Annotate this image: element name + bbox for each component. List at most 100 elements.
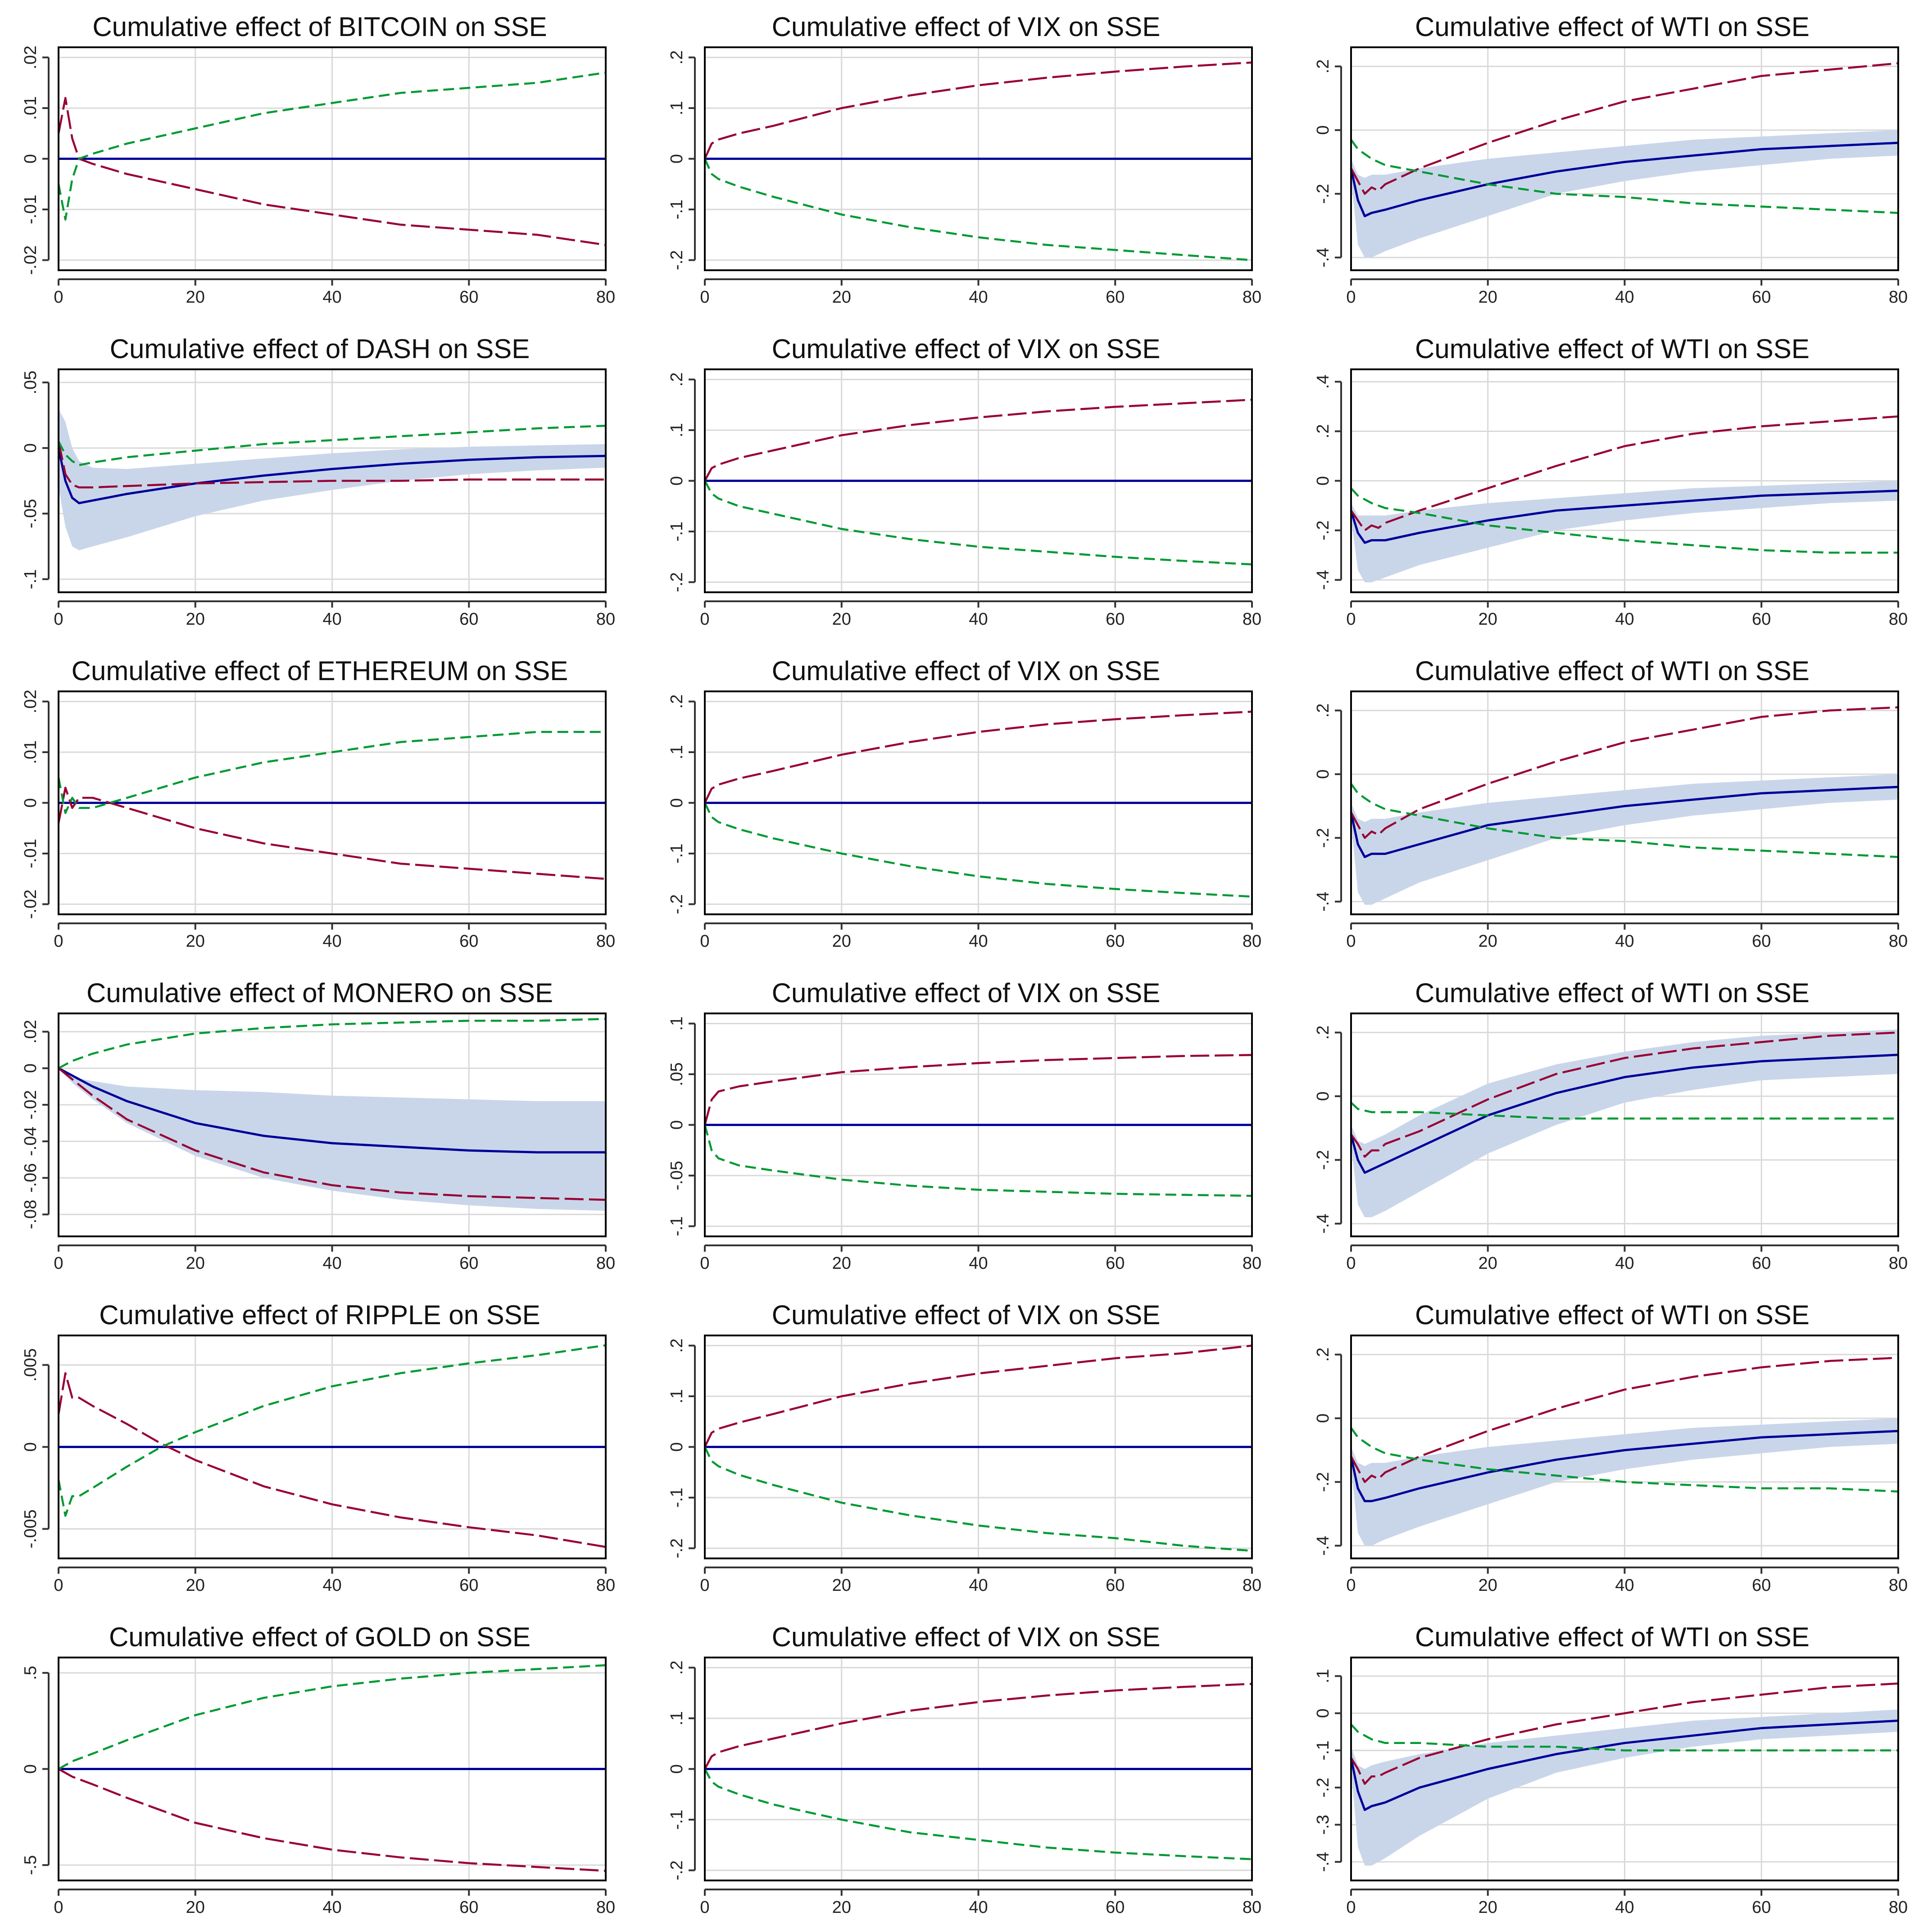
- series-upper-line: [703, 710, 1252, 804]
- y-tick-label: .1: [1314, 1669, 1333, 1683]
- y-tick-label: .02: [21, 690, 40, 713]
- confidence-band: [1351, 774, 1898, 905]
- x-tick-label: 0: [1346, 1576, 1356, 1595]
- chart-svg: 0 20 40 60 80 -.2 -.1 0 .1 .2: [667, 368, 1261, 629]
- x-tick-label: 40: [322, 1254, 341, 1273]
- plot-frame: [58, 1657, 607, 1881]
- y-tick-label: 0: [1314, 476, 1333, 486]
- series-upper-line: [703, 1054, 1252, 1126]
- x-tick-label: 0: [54, 1898, 63, 1917]
- x-tick-label: 60: [1752, 1254, 1771, 1273]
- x-tick-label: 60: [1752, 288, 1771, 307]
- series-upper-line: [58, 1768, 606, 1872]
- chart-panel: Cumulative effect of VIX on SSE 0 20 40 60 80…: [655, 331, 1277, 642]
- chart-panel: Cumulative effect of VIX on SSE 0 20 40 60 80…: [655, 9, 1277, 320]
- x-tick-label: 20: [186, 1254, 205, 1273]
- x-tick-label: 40: [1615, 1898, 1634, 1917]
- x-tick-label: 80: [1889, 932, 1908, 951]
- series-lower-line: [1350, 1102, 1898, 1120]
- chart-panel: Cumulative effect of WTI on SSE 0 20 40 60 80…: [1302, 9, 1923, 320]
- y-tick-label: -.2: [1314, 1778, 1333, 1798]
- plot-frame: [704, 1013, 1253, 1237]
- y-tick-label: .05: [667, 1063, 686, 1086]
- x-tick-label: 20: [832, 288, 851, 307]
- y-tick-label: -.4: [1314, 248, 1333, 268]
- x-tick-label: 40: [969, 1898, 988, 1917]
- confidence-band: [59, 1068, 606, 1211]
- y-tick-label: -.2: [1314, 1472, 1333, 1492]
- plot-frame: [58, 46, 607, 271]
- x-tick-label: 20: [1478, 610, 1497, 629]
- x-tick-label: 20: [1478, 288, 1497, 307]
- x-tick-label: 0: [700, 932, 709, 951]
- chart-panel: Cumulative effect of ETHEREUM on SSE 0 20 4…: [9, 653, 630, 964]
- x-tick-label: 0: [700, 288, 709, 307]
- chart-title: Cumulative effect of VIX on SSE: [771, 978, 1161, 1008]
- y-tick-label: -.1: [21, 569, 40, 589]
- chart-panel: Cumulative effect of WTI on SSE 0 20 40 60 80…: [1302, 1619, 1923, 1930]
- chart-title: Cumulative effect of ETHEREUM on SSE: [71, 656, 568, 686]
- x-tick-label: 80: [1889, 1898, 1908, 1917]
- plot-frame: [704, 368, 1253, 593]
- y-tick-label: .1: [667, 423, 686, 437]
- x-tick-label: 20: [832, 1576, 851, 1595]
- y-tick-label: -.05: [21, 499, 40, 528]
- y-tick-label: -.4: [1314, 1214, 1333, 1234]
- chart-title: Cumulative effect of WTI on SSE: [1415, 656, 1810, 686]
- y-tick-label: -.06: [21, 1163, 40, 1192]
- chart-svg: 0 20 40 60 80 -.5 0 .5: [21, 1657, 615, 1917]
- confidence-band: [1351, 481, 1898, 582]
- x-tick-label: 60: [1106, 288, 1125, 307]
- x-tick-label: 40: [1615, 1254, 1634, 1273]
- y-tick-label: .1: [667, 1017, 686, 1031]
- series-lower-line: [704, 1768, 1252, 1861]
- y-tick-label: -.1: [667, 1216, 686, 1236]
- series-upper-line: [704, 1683, 1252, 1770]
- series-lower-line: [1350, 1723, 1898, 1752]
- y-tick-label: 0: [21, 1764, 40, 1774]
- chart-svg: 0 20 40 60 80 -.2 -.1 0 .1 .2: [667, 46, 1261, 307]
- chart-panel: Cumulative effect of WTI on SSE 0 20 40 60 80…: [1302, 331, 1923, 642]
- chart-panel: Cumulative effect of VIX on SSE 0 20 40 60 80…: [655, 1619, 1277, 1930]
- y-tick-label: 0: [667, 1764, 686, 1774]
- x-tick-label: 60: [459, 288, 478, 307]
- series-lower-line: [57, 71, 606, 221]
- y-tick-label: .5: [21, 1666, 40, 1680]
- plot-frame: [704, 46, 1253, 271]
- chart-svg: 0 20 40 60 80 -.4 -.2 0 .2: [1314, 690, 1908, 951]
- chart-title: Cumulative effect of DASH on SSE: [109, 334, 530, 364]
- x-tick-label: 40: [1615, 1576, 1634, 1595]
- x-tick-label: 40: [969, 610, 988, 629]
- chart-panel: Cumulative effect of VIX on SSE 0 20 40 60 80…: [655, 653, 1277, 964]
- y-tick-label: .05: [21, 371, 40, 395]
- x-tick-label: 80: [596, 610, 615, 629]
- y-tick-label: -.2: [1314, 520, 1333, 540]
- y-tick-label: 0: [667, 154, 686, 163]
- chart-svg: 0 20 40 60 80 -.4 -.2 0 .2: [1314, 46, 1908, 307]
- series-upper-line: [1350, 1357, 1899, 1483]
- chart-title: Cumulative effect of RIPPLE on SSE: [99, 1300, 540, 1330]
- chart-svg: 0 20 40 60 80 -.2 -.1 0 .1 .2: [667, 1335, 1261, 1595]
- chart-title: Cumulative effect of VIX on SSE: [771, 656, 1161, 686]
- plot-frame: [1350, 46, 1899, 271]
- plot-frame: [704, 1335, 1253, 1559]
- series-upper-line: [1350, 62, 1899, 195]
- plot-frame: [1350, 1657, 1899, 1881]
- chart-svg: 0 20 40 60 80 -.02 -.01 0 .01 .02: [21, 45, 615, 307]
- x-tick-label: 20: [832, 932, 851, 951]
- chart-title: Cumulative effect of BITCOIN on SSE: [92, 12, 547, 42]
- chart-title: Cumulative effect of WTI on SSE: [1415, 1622, 1810, 1652]
- y-tick-label: -.4: [1314, 570, 1333, 590]
- y-tick-label: 0: [667, 1120, 686, 1130]
- y-tick-label: .2: [1314, 1348, 1333, 1362]
- x-tick-label: 80: [1889, 1576, 1908, 1595]
- series-response-line: [1350, 1719, 1899, 1811]
- x-tick-label: 0: [700, 1254, 709, 1273]
- x-tick-label: 60: [459, 1576, 478, 1595]
- x-tick-label: 0: [700, 1576, 709, 1595]
- x-tick-label: 40: [322, 288, 341, 307]
- y-tick-label: -.2: [1314, 1150, 1333, 1170]
- confidence-band: [1351, 1709, 1898, 1866]
- series-lower-line: [1350, 139, 1899, 214]
